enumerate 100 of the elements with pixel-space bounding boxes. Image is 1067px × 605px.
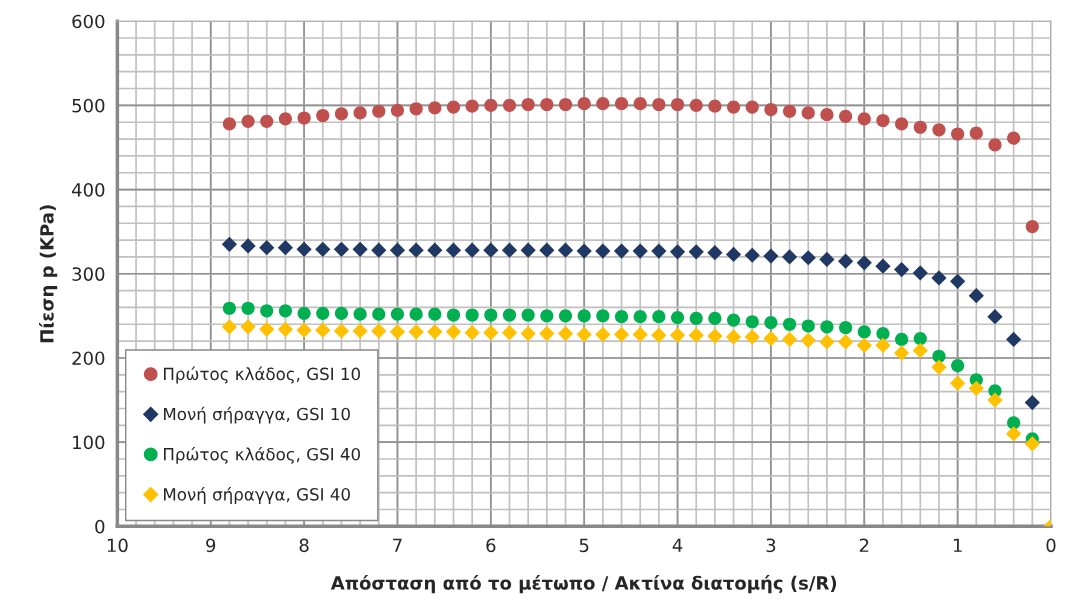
point xyxy=(782,104,797,118)
point xyxy=(931,270,947,286)
point xyxy=(819,334,835,350)
y-tick-label: 200 xyxy=(72,351,105,366)
point xyxy=(260,114,274,128)
point xyxy=(1024,436,1040,452)
point xyxy=(540,309,554,323)
point xyxy=(837,253,854,269)
point xyxy=(931,359,947,375)
point xyxy=(521,97,535,112)
point xyxy=(259,240,275,256)
point xyxy=(895,117,909,131)
point xyxy=(558,309,573,323)
point xyxy=(333,323,350,339)
point xyxy=(950,273,966,289)
point xyxy=(707,328,723,344)
x-tick-label: 1 xyxy=(953,538,962,552)
point xyxy=(651,243,667,259)
point xyxy=(408,324,424,340)
point xyxy=(539,325,555,342)
point xyxy=(241,301,255,315)
point xyxy=(745,100,759,114)
point xyxy=(613,326,630,342)
point xyxy=(297,306,311,320)
point xyxy=(1025,220,1039,234)
legend-label: Πρώτος κλάδος, GSI 10 xyxy=(164,366,360,384)
point xyxy=(464,242,480,258)
point xyxy=(968,380,984,396)
point xyxy=(895,332,909,347)
point xyxy=(353,106,367,120)
point xyxy=(539,242,555,258)
point xyxy=(913,332,927,346)
point xyxy=(613,243,630,259)
y-axis-title: Πίεση p (KPa) xyxy=(39,205,58,343)
point xyxy=(502,98,517,112)
point xyxy=(669,327,686,343)
point xyxy=(988,138,1002,152)
point xyxy=(1007,416,1021,430)
point xyxy=(856,337,872,353)
point xyxy=(652,97,666,112)
point xyxy=(857,112,871,126)
point xyxy=(371,323,387,339)
point xyxy=(259,321,275,337)
point xyxy=(932,123,946,137)
point xyxy=(372,307,386,321)
point xyxy=(951,358,965,373)
point xyxy=(708,99,722,113)
x-tick-label: 6 xyxy=(486,538,496,553)
point xyxy=(520,242,536,258)
point xyxy=(876,113,890,128)
point xyxy=(894,345,910,361)
point xyxy=(408,242,424,258)
x-tick-label: 8 xyxy=(299,538,309,553)
point xyxy=(595,326,611,342)
x-tick-label: 9 xyxy=(206,538,216,553)
point xyxy=(334,107,349,121)
x-tick-label: 0 xyxy=(1046,538,1056,553)
point xyxy=(278,304,293,318)
point xyxy=(483,242,499,258)
point xyxy=(614,97,629,111)
x-tick-label: 7 xyxy=(393,538,402,552)
point xyxy=(801,106,815,120)
point xyxy=(875,258,891,274)
point xyxy=(801,319,815,333)
point xyxy=(820,108,834,122)
point xyxy=(464,325,480,341)
point xyxy=(576,243,592,259)
point xyxy=(633,310,647,324)
point xyxy=(577,97,591,111)
point xyxy=(296,241,312,257)
point xyxy=(501,325,518,341)
point xyxy=(969,126,983,140)
point xyxy=(1024,394,1040,411)
point xyxy=(670,97,685,112)
point xyxy=(725,329,742,345)
point xyxy=(819,251,835,268)
point xyxy=(632,243,648,259)
point xyxy=(596,97,610,111)
point xyxy=(484,98,498,112)
point xyxy=(427,242,443,258)
point xyxy=(837,334,854,350)
point xyxy=(932,349,946,363)
point xyxy=(221,319,238,335)
point xyxy=(427,324,443,340)
point xyxy=(912,342,928,358)
point xyxy=(316,306,330,320)
point xyxy=(652,310,666,324)
point xyxy=(558,97,573,112)
point xyxy=(389,242,406,258)
point xyxy=(483,325,499,341)
point xyxy=(390,307,405,321)
point xyxy=(596,309,610,323)
point xyxy=(352,241,368,257)
point xyxy=(725,246,742,262)
point xyxy=(501,242,518,258)
point xyxy=(688,244,704,260)
point xyxy=(800,332,816,348)
point xyxy=(446,308,461,322)
point xyxy=(222,301,236,315)
point xyxy=(428,101,442,115)
